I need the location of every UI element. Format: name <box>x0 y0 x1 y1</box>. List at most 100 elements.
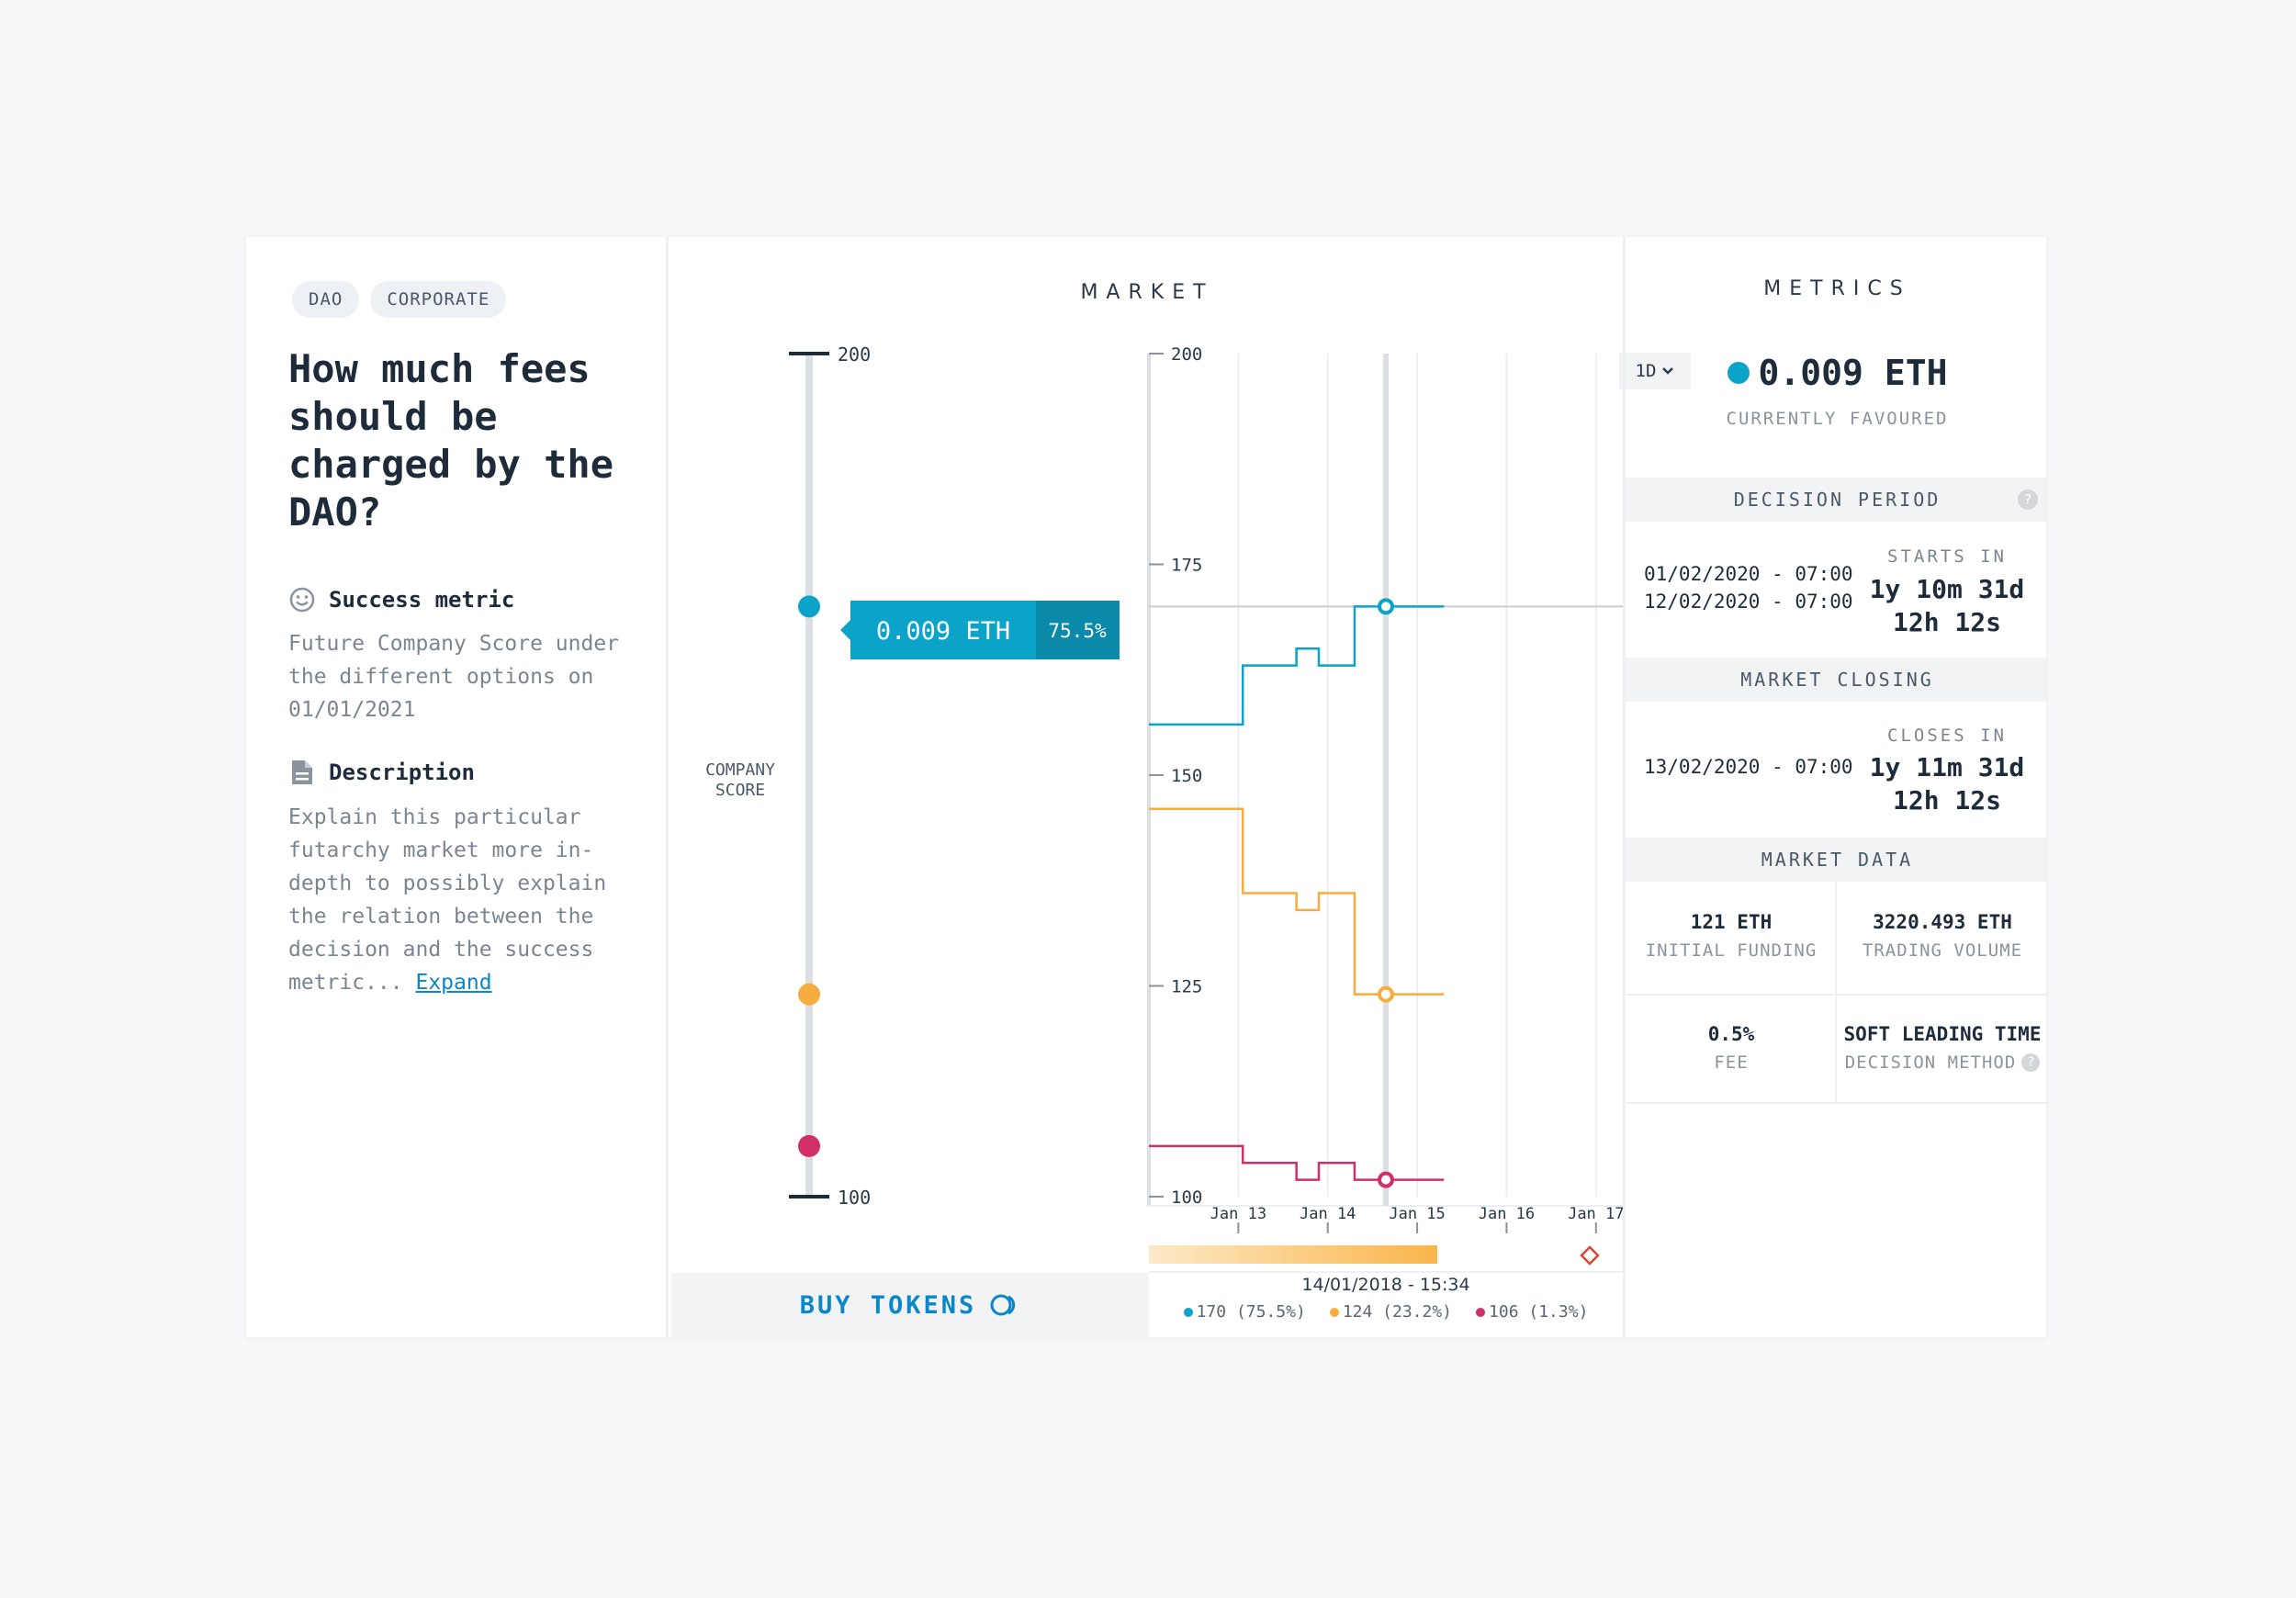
closes-in-countdown: 1y 11m 31d 12h 12s <box>1864 751 2030 817</box>
tag-list: DAO CORPORATE <box>292 281 507 318</box>
initial-funding-label: INITIAL FUNDING <box>1645 940 1818 961</box>
chevron-down-icon <box>1662 367 1674 375</box>
metrics-title: METRICS <box>1763 277 1911 300</box>
market-closing-label: MARKET CLOSING <box>1740 669 1934 691</box>
scale-min-label: 100 <box>838 1187 871 1209</box>
description-heading: Description <box>288 759 475 786</box>
y-tick-label: 150 <box>1171 766 1202 786</box>
metrics-panel: METRICS 0.009 ETH CURRENTLY FAVOURED DEC… <box>1623 237 2049 1337</box>
document-icon <box>288 759 316 786</box>
tooltip-percent-box <box>1036 601 1120 659</box>
buy-tokens-button[interactable]: BUY TOKENS <box>671 1273 1149 1337</box>
series-line <box>1149 605 1445 726</box>
decision-period-header: DECISION PERIOD ? <box>1626 478 2049 522</box>
decision-start: 01/02/2020 - 07:00 <box>1644 563 1853 585</box>
legend-text: 106 (1.3%) <box>1489 1302 1589 1322</box>
legend-text: 124 (23.2%) <box>1342 1302 1453 1322</box>
price-chart[interactable]: 200 175 150 125 100 Jan 13 Jan 14 Jan 15 Jan 16 J… <box>1147 344 1623 1233</box>
legend-item: 106 (1.3%) <box>1476 1302 1588 1322</box>
cursor-point <box>1378 598 1394 615</box>
y-tick-label: 175 <box>1171 556 1202 576</box>
tooltip-percent: 75.5% <box>1048 620 1107 642</box>
market-data-header: MARKET DATA <box>1626 838 2049 882</box>
x-tick-label: Jan 13 <box>1210 1205 1266 1223</box>
fee-label: FEE <box>1714 1052 1749 1073</box>
x-tick-label: Jan 16 <box>1479 1205 1535 1223</box>
help-icon[interactable]: ? <box>2018 490 2038 510</box>
legend-dot <box>1476 1307 1486 1317</box>
series-line <box>1149 1144 1445 1181</box>
tag-corporate[interactable]: CORPORATE <box>370 281 507 318</box>
decision-period-label: DECISION PERIOD <box>1733 489 1941 511</box>
favoured-tooltip[interactable]: 0.009 ETH 75.5% <box>840 601 1120 659</box>
decision-dates: 01/02/2020 - 07:00 12/02/2020 - 07:00 <box>1644 560 1853 615</box>
favoured-label: CURRENTLY FAVOURED <box>1726 409 1949 429</box>
market-data-label: MARKET DATA <box>1761 849 1914 871</box>
y-tick-label: 100 <box>1171 1187 1202 1208</box>
tooltip-pointer <box>840 619 851 641</box>
outcome-dot[interactable] <box>798 983 820 1006</box>
legend-item: 170 (75.5%) <box>1183 1302 1306 1322</box>
decision-method-label-row: DECISION METHOD ? <box>1837 1052 2048 1073</box>
description-text: Explain this particular futarchy market … <box>288 805 607 995</box>
x-tick-label: Jan 14 <box>1300 1205 1356 1223</box>
description-label: Description <box>329 760 475 785</box>
timeline-marker-icon[interactable] <box>1580 1245 1600 1266</box>
decision-end: 12/02/2020 - 07:00 <box>1644 591 1853 613</box>
cursor-date: 14/01/2018 - 15:34 <box>1301 1275 1470 1295</box>
description-text-block: Explain this particular futarchy market … <box>288 801 647 999</box>
help-icon[interactable]: ? <box>2021 1053 2041 1072</box>
starts-in-label: STARTS IN <box>1887 546 2007 567</box>
series-line <box>1149 807 1445 996</box>
market-title: MARKET <box>1080 281 1214 304</box>
cursor-point <box>1378 1171 1394 1188</box>
question-title: How much fees should be charged by the D… <box>288 346 614 535</box>
legend-text: 170 (75.5%) <box>1196 1302 1306 1322</box>
legend-dot <box>1329 1307 1339 1317</box>
countdown-line-1: 1y 11m 31d <box>1869 752 2025 782</box>
starts-in-countdown: 1y 10m 31d 12h 12s <box>1864 573 2030 639</box>
legend-separator <box>1149 1271 1623 1273</box>
y-tick-label: 200 <box>1171 344 1202 365</box>
success-metric-heading: Success metric <box>288 586 514 613</box>
trading-volume-label: TRADING VOLUME <box>1862 940 2023 961</box>
market-graphics: 200 100 COMPANY SCORE 0.009 ETH 75.5% 20… <box>705 343 1623 1266</box>
favoured-value: 0.009 ETH <box>1758 353 1948 393</box>
timeline-range[interactable] <box>1149 1245 1437 1264</box>
score-track <box>805 354 813 1197</box>
scale-max-label: 200 <box>838 343 871 366</box>
tokens-icon <box>990 1294 1016 1316</box>
y-tick-label: 125 <box>1171 977 1202 997</box>
success-metric-label: Success metric <box>329 587 515 613</box>
x-tick-label: Jan 17 <box>1568 1205 1623 1223</box>
closing-date: 13/02/2020 - 07:00 <box>1644 756 1853 778</box>
closes-in-label: CLOSES IN <box>1887 726 2007 746</box>
smiley-icon <box>288 586 316 613</box>
axis-label-line-1: COMPANY <box>705 760 775 780</box>
outcome-dot[interactable] <box>798 1134 820 1157</box>
axis-label-line-2: SCORE <box>715 781 765 800</box>
question-panel: DAO CORPORATE How much fees should be ch… <box>246 237 669 1337</box>
trading-volume: 3220.493 ETH TRADING VOLUME <box>1837 911 2048 961</box>
market-closing-header: MARKET CLOSING <box>1626 658 2049 702</box>
success-metric-text: Future Company Score under the different… <box>288 632 620 722</box>
decision-method: SOFT LEADING TIME DECISION METHOD ? <box>1837 1023 2048 1073</box>
range-selector-label: 1D <box>1635 361 1657 381</box>
chart-legend: 170 (75.5%) 124 (23.2%) 106 (1.3%) <box>1149 1302 1623 1322</box>
trading-volume-value: 3220.493 ETH <box>1873 911 2012 933</box>
countdown-line-2: 12h 12s <box>1892 607 2001 637</box>
favoured-outcome: 0.009 ETH <box>1626 353 2049 393</box>
countdown-line-2: 12h 12s <box>1892 785 2001 816</box>
decision-method-label: DECISION METHOD <box>1844 1052 2017 1073</box>
favoured-dot <box>1727 362 1750 384</box>
tag-dao[interactable]: DAO <box>292 281 360 318</box>
tooltip-main <box>850 601 1036 659</box>
market-panel: MARKET 200 100 COMPANY SCORE 0.009 ETH 7… <box>671 237 1691 1337</box>
expand-link[interactable]: Expand <box>415 971 492 995</box>
decision-method-value: SOFT LEADING TIME <box>1843 1023 2042 1045</box>
initial-funding-value: 121 ETH <box>1690 911 1773 933</box>
market-card: DAO CORPORATE How much fees should be ch… <box>246 237 2049 1337</box>
buy-tokens-label: BUY TOKENS <box>799 1290 977 1320</box>
divider <box>1626 1102 2049 1104</box>
outcome-dot[interactable] <box>798 595 820 618</box>
